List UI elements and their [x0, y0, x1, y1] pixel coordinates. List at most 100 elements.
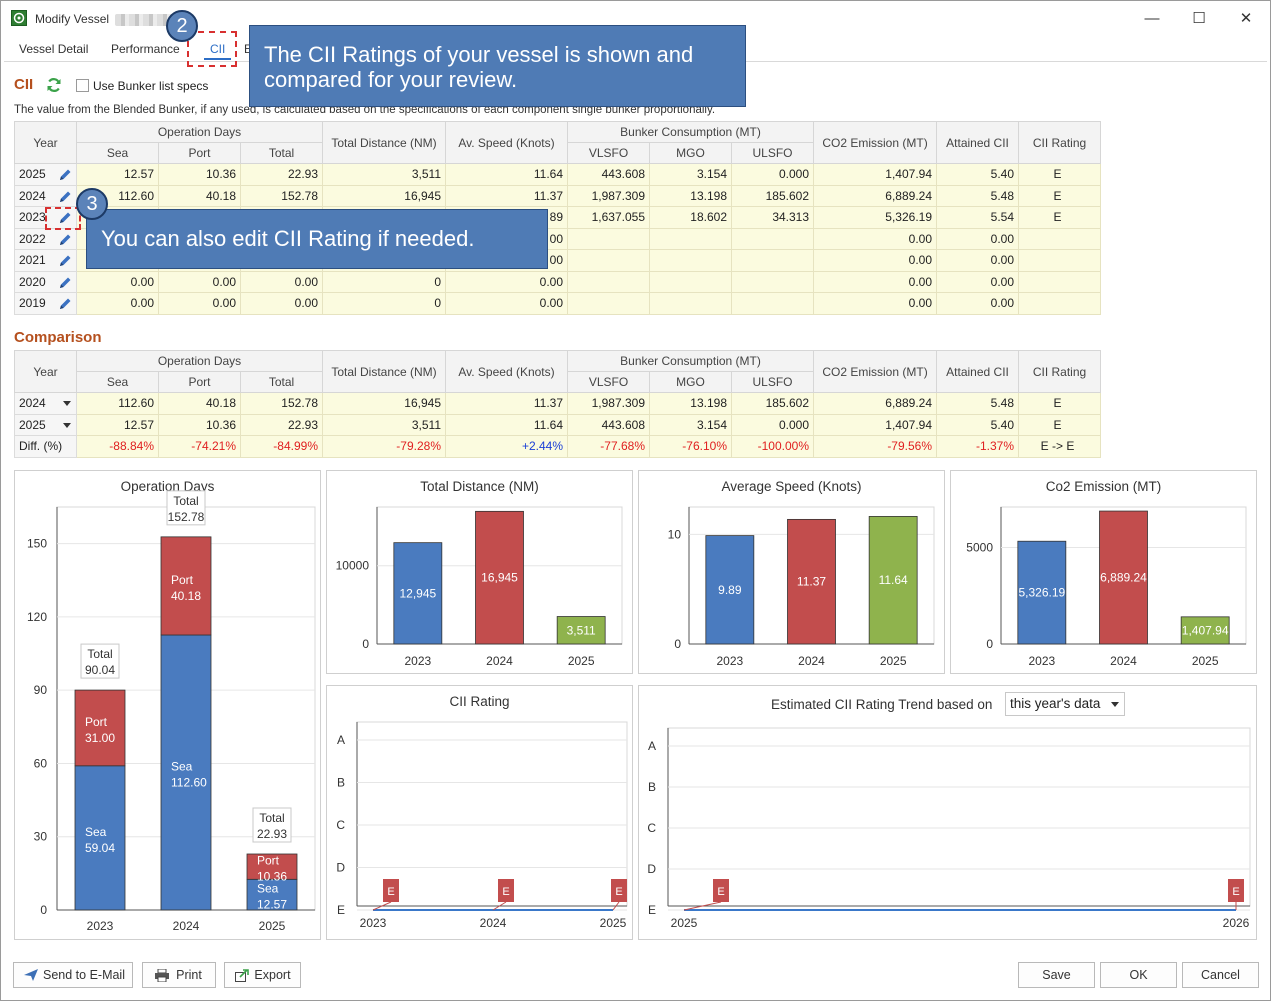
y-tick-label: 0: [40, 903, 47, 917]
send-email-button[interactable]: Send to E-Mail: [13, 962, 133, 988]
table-cell: [1018, 270, 1102, 293]
y-tick-label: D: [336, 861, 345, 875]
cii-rating-panel: CII Rating A B C D E E 2023 E 2024 E 2025: [326, 685, 633, 940]
co2-emission-panel: Co2 Emission (MT) 0 5000 5,326.19 2023 6,889…: [950, 470, 1257, 674]
year-value: 2024: [19, 188, 46, 203]
year-value: 2025: [19, 167, 46, 182]
pencil-icon[interactable]: [58, 211, 72, 225]
x-tick-label: 2025: [1192, 654, 1219, 668]
bar-value-label: 12,945: [399, 586, 436, 600]
y-tick-label: A: [337, 733, 345, 747]
col-co2: CO2 Emission (MT): [813, 350, 938, 393]
total-distance-chart: 0 10000 12,945 2023 16,945 2024 3,511 2025: [336, 506, 623, 668]
bar: [1099, 510, 1148, 645]
bar: [556, 616, 606, 645]
pencil-icon[interactable]: [58, 297, 72, 311]
bar: [1017, 540, 1067, 645]
table-cell: 12.57: [76, 163, 159, 186]
average-speed-panel: Average Speed (Knots) 0 10 9.89 2023 11.37 20…: [638, 470, 945, 674]
average-speed-chart-title: Average Speed (Knots): [721, 479, 862, 494]
table-cell: [730, 270, 815, 293]
cancel-button[interactable]: Cancel: [1182, 962, 1259, 988]
table-cell: 0.00: [936, 292, 1020, 315]
year-select[interactable]: 2024: [14, 392, 77, 415]
refresh-icon[interactable]: [46, 77, 62, 93]
total-label-box: [80, 643, 120, 679]
tab-cii[interactable]: CII: [204, 38, 232, 60]
y-tick-label: B: [648, 780, 656, 794]
send-icon: [24, 969, 38, 981]
bar: [787, 518, 836, 645]
year-select[interactable]: 2025: [14, 413, 77, 436]
table-cell: 5.40: [936, 413, 1020, 436]
bar-value-label: 9.89: [718, 583, 742, 597]
year-cell: 2021: [14, 249, 77, 272]
comparison-section-title: Comparison: [14, 329, 102, 346]
bar-sea: [246, 878, 298, 911]
table-cell: 5,326.19: [813, 206, 938, 229]
use-bunker-checkbox[interactable]: [76, 79, 89, 92]
rating-marker: [713, 879, 729, 902]
close-button[interactable]: ✕: [1239, 10, 1253, 27]
marker-connector: [612, 901, 620, 911]
year-cell: 2025: [14, 163, 77, 186]
table-row: 2025 12.57 10.36 22.93 3,511 11.64 443.608 3.15…: [14, 413, 1102, 436]
table-cell: 6,889.24: [813, 392, 938, 415]
x-tick-label: 2025: [568, 654, 595, 668]
save-button[interactable]: Save: [1018, 962, 1095, 988]
year-value: 2025: [19, 417, 46, 432]
operation-days-panel: Operation Days 0 30 60 90 120 150 Sea 59.04 Port…: [14, 470, 321, 940]
bar: [475, 510, 524, 645]
x-tick-label: 2024: [798, 654, 825, 668]
year-cell: 2024: [14, 184, 77, 207]
minimize-button[interactable]: —: [1144, 10, 1160, 27]
total-distance-chart-title: Total Distance (NM): [420, 479, 539, 494]
cii-trend-chart: A B C D E E 2025 E 2026: [647, 727, 1251, 930]
ok-button[interactable]: OK: [1100, 962, 1177, 988]
tab-vessel-detail[interactable]: Vessel Detail: [19, 42, 89, 56]
plot-area: [667, 727, 1251, 907]
pencil-icon[interactable]: [58, 233, 72, 247]
x-tick-label: 2023: [404, 654, 431, 668]
y-tick-label: 0: [986, 637, 993, 651]
print-button[interactable]: Print: [142, 962, 216, 988]
y-tick-label: 60: [34, 756, 48, 770]
bar-port: [160, 536, 212, 636]
tab-performance[interactable]: Performance: [111, 42, 180, 56]
callout-cii-ratings: The CII Ratings of your vessel is shown …: [249, 25, 746, 107]
table-cell: 13.198: [649, 184, 732, 207]
pencil-icon[interactable]: [58, 190, 72, 204]
cii-trend-panel: Estimated CII Rating Trend based on this…: [638, 685, 1257, 940]
rating-marker: [498, 879, 514, 902]
col-ulsfo: ULSFO: [730, 142, 815, 164]
table-cell: 11.37: [445, 184, 568, 207]
total-label: Total 152.78: [168, 494, 205, 524]
cii-rating-chart: A B C D E E 2023 E 2024 E 2025: [336, 721, 628, 930]
table-cell: 1,987.309: [567, 392, 650, 415]
year-value: 2021: [19, 253, 46, 268]
diff-cell: -76.10%: [649, 435, 732, 458]
bar-value-label: 11.64: [879, 573, 908, 587]
x-tick-label: 2025: [600, 916, 627, 930]
step-badge-3: 3: [76, 188, 108, 220]
tab-e[interactable]: E: [244, 42, 253, 56]
x-tick-label: 2023: [716, 654, 743, 668]
y-tick-label: 120: [27, 610, 47, 624]
table-cell: 34.313: [730, 206, 815, 229]
y-tick-label: 0: [362, 637, 369, 651]
table-cell: E: [1018, 392, 1102, 415]
pencil-icon[interactable]: [58, 276, 72, 290]
maximize-button[interactable]: ☐: [1192, 10, 1206, 27]
co2-emission-chart-title: Co2 Emission (MT): [1045, 479, 1162, 494]
pencil-icon[interactable]: [58, 168, 72, 182]
pencil-icon[interactable]: [58, 254, 72, 268]
trend-basis-dropdown[interactable]: this year's data: [1005, 692, 1125, 716]
table-cell: [730, 227, 815, 250]
y-tick-label: D: [647, 862, 656, 876]
col-total-distance: Total Distance (NM): [322, 121, 446, 164]
table-cell: E: [1018, 413, 1102, 436]
export-button[interactable]: Export: [224, 962, 301, 988]
col-attained-cii: Attained CII: [936, 121, 1020, 164]
bar: [868, 516, 918, 645]
bar-value-label: 1,407.94: [1182, 623, 1229, 637]
